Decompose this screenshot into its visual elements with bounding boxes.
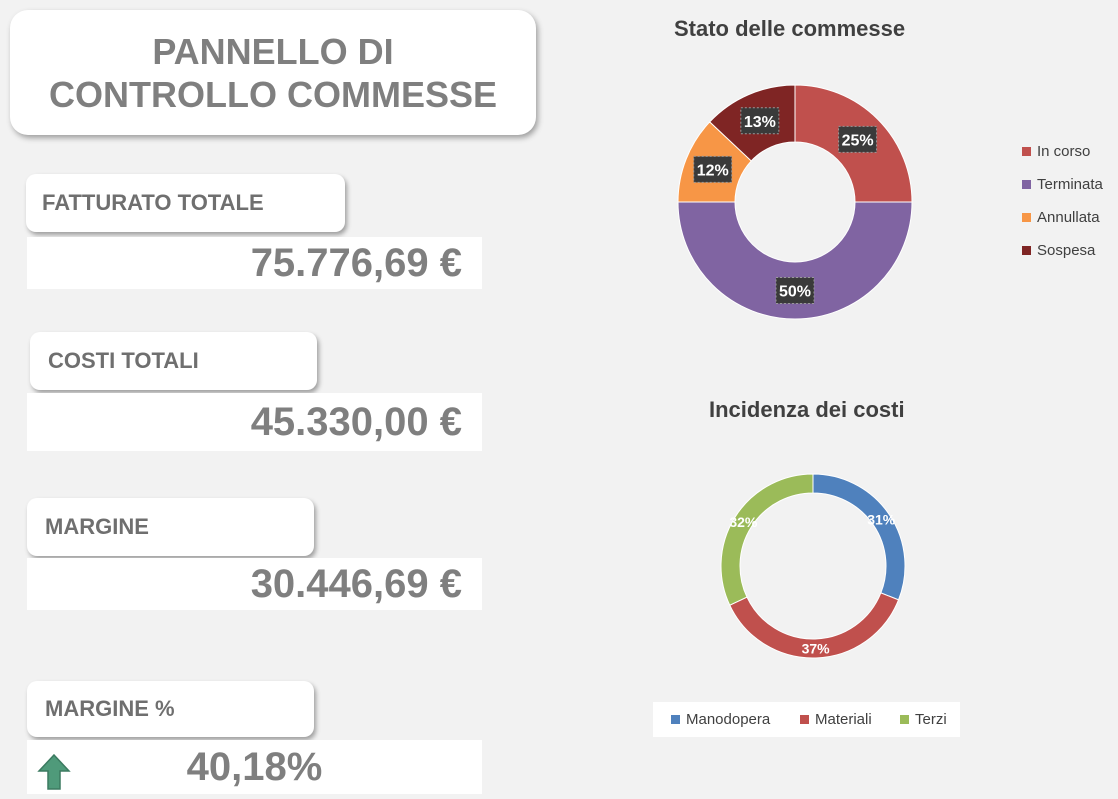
slice-terzi xyxy=(720,473,814,606)
legend-label: Sospesa xyxy=(1037,242,1096,259)
costi-label-card: COSTI TOTALI xyxy=(30,332,317,390)
chart-stato-commesse: 25% 50% 12% 13% xyxy=(677,84,913,320)
data-label: 50% xyxy=(775,277,815,304)
data-label: 12% xyxy=(693,155,733,183)
legend-label: Annullata xyxy=(1037,209,1100,226)
fatturato-value-box: 75.776,69 € xyxy=(27,237,482,289)
legend-item-manodopera: Manodopera xyxy=(671,711,770,728)
fatturato-label-card: FATTURATO TOTALE xyxy=(26,174,345,232)
legend-item-terminata: Terminata xyxy=(1022,176,1103,193)
legend-label: Manodopera xyxy=(686,711,771,728)
costi-label: COSTI TOTALI xyxy=(48,348,199,373)
arrow-up-icon xyxy=(37,753,71,790)
svg-text:25%: 25% xyxy=(842,132,874,149)
svg-text:12%: 12% xyxy=(697,162,729,179)
chart-incidenza-legend: Manodopera Materiali Terzi xyxy=(653,702,960,737)
margine-label-card: MARGINE xyxy=(27,498,314,556)
chart-incidenza-costi: 31% 37% 32% xyxy=(720,473,906,659)
legend-item-in-corso: In corso xyxy=(1022,143,1090,160)
dashboard-title-card: PANNELLO DI CONTROLLO COMMESSE xyxy=(10,10,536,135)
legend-swatch xyxy=(800,715,809,724)
costi-value: 45.330,00 € xyxy=(250,399,462,444)
costi-value-box: 45.330,00 € xyxy=(27,393,482,451)
dashboard-title: PANNELLO DI CONTROLLO COMMESSE xyxy=(49,30,497,115)
legend-swatch xyxy=(1022,246,1031,255)
chart-stato-title: Stato delle commesse xyxy=(674,16,906,41)
fatturato-label: FATTURATO TOTALE xyxy=(42,190,264,215)
legend-label: Terminata xyxy=(1037,176,1103,193)
legend-swatch xyxy=(1022,147,1031,156)
legend-item-annullata: Annullata xyxy=(1022,209,1100,226)
chart-incidenza-title: Incidenza dei costi xyxy=(709,397,905,422)
margine-value: 30.446,69 € xyxy=(250,561,462,606)
margine-pct-value-box: 40,18% xyxy=(27,740,482,794)
slice-manodopera xyxy=(812,473,906,601)
svg-text:13%: 13% xyxy=(744,114,776,131)
data-label: 25% xyxy=(838,125,878,153)
data-label: 31% xyxy=(867,512,896,528)
legend-item-sospesa: Sospesa xyxy=(1022,242,1095,259)
margine-pct-label: MARGINE % xyxy=(45,696,175,721)
legend-label: Terzi xyxy=(915,711,947,728)
margine-pct-value: 40,18% xyxy=(186,744,323,789)
legend-swatch xyxy=(671,715,680,724)
legend-label: Materiali xyxy=(815,711,872,728)
legend-item-materiali: Materiali xyxy=(800,711,872,728)
slice-terminata xyxy=(677,201,913,320)
fatturato-value: 75.776,69 € xyxy=(250,240,462,285)
legend-item-terzi: Terzi xyxy=(900,711,947,728)
data-label: 13% xyxy=(740,107,780,135)
margine-value-box: 30.446,69 € xyxy=(27,558,482,610)
legend-swatch xyxy=(1022,213,1031,222)
legend-swatch xyxy=(1022,180,1031,189)
margine-label: MARGINE xyxy=(45,514,149,539)
margine-pct-label-card: MARGINE % xyxy=(27,681,314,737)
data-label: 37% xyxy=(802,640,831,656)
legend-swatch xyxy=(900,715,909,724)
data-label: 32% xyxy=(729,514,758,530)
svg-text:50%: 50% xyxy=(779,284,811,301)
legend-label: In corso xyxy=(1037,143,1091,160)
